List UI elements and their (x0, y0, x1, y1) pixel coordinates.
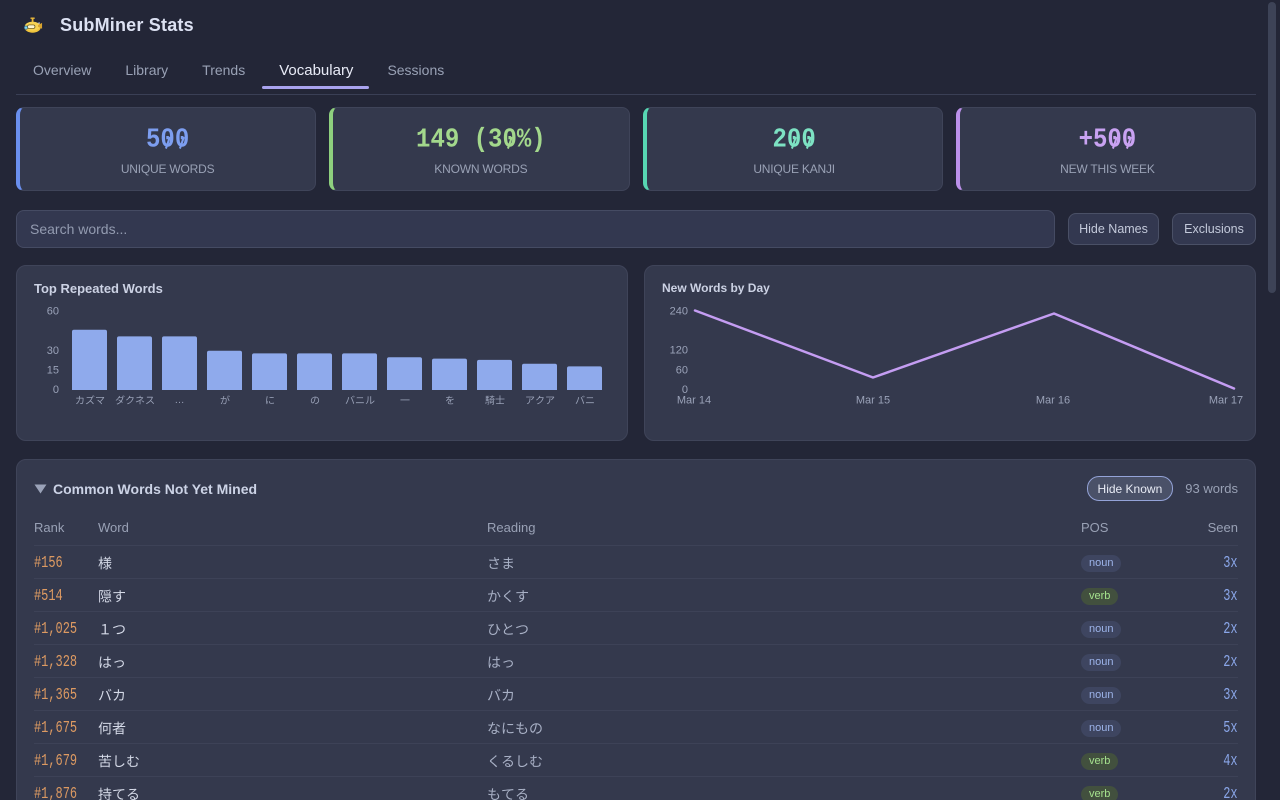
svg-text:Mar 14: Mar 14 (677, 395, 711, 407)
svg-text:60: 60 (47, 306, 59, 318)
svg-text:15: 15 (47, 364, 59, 376)
svg-text:Mar 15: Mar 15 (856, 395, 890, 407)
svg-text:Mar 17: Mar 17 (1209, 395, 1243, 407)
svg-text:240: 240 (670, 305, 688, 317)
svg-text:30: 30 (47, 345, 59, 357)
svg-text:120: 120 (670, 345, 688, 357)
svg-text:0: 0 (53, 384, 59, 396)
svg-text:0: 0 (682, 384, 688, 396)
svg-text:Mar 16: Mar 16 (1036, 395, 1070, 407)
svg-text:60: 60 (676, 364, 688, 376)
